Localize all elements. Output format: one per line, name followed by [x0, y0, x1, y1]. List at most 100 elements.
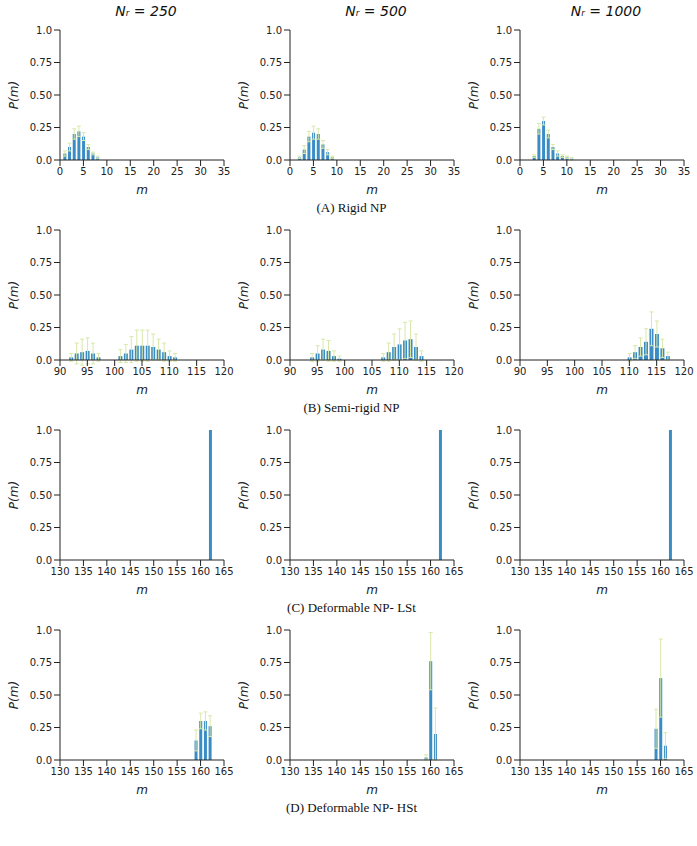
svg-text:130: 130 — [50, 566, 69, 577]
svg-text:130: 130 — [50, 766, 69, 777]
svg-text:90: 90 — [54, 366, 67, 377]
svg-text:0.25: 0.25 — [30, 122, 52, 133]
svg-text:120: 120 — [214, 366, 233, 377]
svg-text:160: 160 — [191, 566, 210, 577]
svg-text:110: 110 — [160, 366, 179, 377]
svg-text:90: 90 — [514, 366, 527, 377]
svg-text:130: 130 — [280, 566, 299, 577]
svg-text:P(m): P(m) — [7, 281, 21, 309]
svg-text:1.0: 1.0 — [36, 625, 52, 636]
svg-text:115: 115 — [647, 366, 666, 377]
svg-text:0.75: 0.75 — [260, 257, 282, 268]
svg-text:0.50: 0.50 — [260, 90, 282, 101]
svg-text:160: 160 — [421, 566, 440, 577]
svg-text:150: 150 — [144, 766, 163, 777]
svg-text:1.0: 1.0 — [266, 425, 282, 436]
svg-text:140: 140 — [557, 766, 576, 777]
svg-text:25: 25 — [631, 166, 644, 177]
svg-text:5: 5 — [310, 166, 316, 177]
svg-text:m: m — [366, 783, 378, 797]
svg-text:155: 155 — [628, 766, 647, 777]
svg-text:0.50: 0.50 — [30, 690, 52, 701]
svg-text:0.50: 0.50 — [260, 490, 282, 501]
svg-text:155: 155 — [168, 566, 187, 577]
svg-text:P(m): P(m) — [467, 281, 481, 309]
svg-text:P(m): P(m) — [237, 81, 251, 109]
svg-text:P(m): P(m) — [237, 681, 251, 709]
svg-text:95: 95 — [311, 366, 324, 377]
svg-text:105: 105 — [132, 366, 151, 377]
svg-text:155: 155 — [168, 766, 187, 777]
svg-text:15: 15 — [354, 166, 367, 177]
svg-text:0.0: 0.0 — [266, 555, 282, 566]
svg-text:0.50: 0.50 — [490, 490, 512, 501]
svg-text:150: 150 — [604, 766, 623, 777]
svg-text:1.0: 1.0 — [36, 225, 52, 236]
svg-text:135: 135 — [74, 566, 93, 577]
svg-text:1.0: 1.0 — [36, 25, 52, 36]
svg-text:1.0: 1.0 — [36, 425, 52, 436]
svg-text:0.0: 0.0 — [266, 755, 282, 766]
svg-text:150: 150 — [144, 566, 163, 577]
svg-text:105: 105 — [362, 366, 381, 377]
svg-text:150: 150 — [374, 766, 393, 777]
svg-text:m: m — [596, 183, 608, 197]
svg-text:0.0: 0.0 — [36, 555, 52, 566]
svg-text:0.25: 0.25 — [490, 722, 512, 733]
svg-text:130: 130 — [510, 766, 529, 777]
svg-text:0.75: 0.75 — [490, 657, 512, 668]
svg-text:160: 160 — [191, 766, 210, 777]
svg-text:0.75: 0.75 — [260, 457, 282, 468]
svg-text:100: 100 — [565, 366, 584, 377]
svg-text:135: 135 — [304, 766, 323, 777]
svg-text:1.0: 1.0 — [266, 225, 282, 236]
svg-text:140: 140 — [97, 566, 116, 577]
svg-text:P(m): P(m) — [7, 681, 21, 709]
svg-text:m: m — [596, 383, 608, 397]
svg-text:5: 5 — [540, 166, 546, 177]
svg-text:1.0: 1.0 — [496, 425, 512, 436]
svg-text:135: 135 — [534, 766, 553, 777]
svg-text:1.0: 1.0 — [496, 625, 512, 636]
svg-text:0.25: 0.25 — [260, 722, 282, 733]
svg-text:20: 20 — [607, 166, 620, 177]
svg-text:0.75: 0.75 — [260, 57, 282, 68]
svg-text:0.75: 0.75 — [30, 57, 52, 68]
svg-text:0.0: 0.0 — [36, 355, 52, 366]
svg-text:30: 30 — [654, 166, 667, 177]
svg-text:20: 20 — [377, 166, 390, 177]
svg-text:P(m): P(m) — [7, 81, 21, 109]
svg-text:0.0: 0.0 — [266, 355, 282, 366]
svg-text:0.50: 0.50 — [490, 690, 512, 701]
svg-text:95: 95 — [541, 366, 554, 377]
svg-text:160: 160 — [651, 766, 670, 777]
svg-text:135: 135 — [534, 566, 553, 577]
svg-text:10: 10 — [100, 166, 113, 177]
svg-text:m: m — [136, 383, 148, 397]
svg-text:160: 160 — [421, 766, 440, 777]
svg-text:100: 100 — [335, 366, 354, 377]
svg-text:155: 155 — [398, 766, 417, 777]
svg-text:1.0: 1.0 — [266, 25, 282, 36]
svg-text:130: 130 — [510, 566, 529, 577]
svg-text:95: 95 — [81, 366, 94, 377]
svg-text:150: 150 — [374, 566, 393, 577]
svg-text:100: 100 — [105, 366, 124, 377]
svg-text:0.50: 0.50 — [260, 690, 282, 701]
svg-text:0.50: 0.50 — [30, 490, 52, 501]
svg-text:165: 165 — [444, 766, 463, 777]
svg-text:150: 150 — [604, 566, 623, 577]
svg-text:1.0: 1.0 — [496, 225, 512, 236]
svg-text:145: 145 — [581, 566, 600, 577]
svg-text:30: 30 — [424, 166, 437, 177]
svg-text:10: 10 — [560, 166, 573, 177]
svg-text:155: 155 — [398, 566, 417, 577]
svg-text:m: m — [136, 783, 148, 797]
svg-text:155: 155 — [628, 566, 647, 577]
svg-text:25: 25 — [171, 166, 184, 177]
svg-text:0.0: 0.0 — [496, 555, 512, 566]
svg-text:m: m — [596, 783, 608, 797]
svg-text:0.0: 0.0 — [496, 355, 512, 366]
svg-text:135: 135 — [74, 766, 93, 777]
svg-text:0: 0 — [287, 166, 293, 177]
